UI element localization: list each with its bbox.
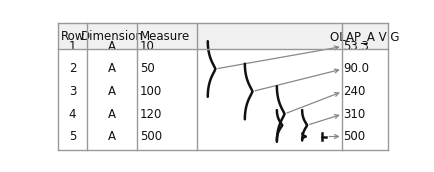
Text: 10: 10 <box>139 40 154 53</box>
Text: 310: 310 <box>343 108 365 121</box>
Text: 90.0: 90.0 <box>343 62 369 76</box>
Bar <box>58 23 387 49</box>
Text: A: A <box>108 85 116 98</box>
Text: A: A <box>108 108 116 121</box>
Text: 240: 240 <box>343 85 365 98</box>
Text: 500: 500 <box>343 130 365 143</box>
Text: 1: 1 <box>69 40 76 53</box>
Text: A: A <box>108 62 116 76</box>
Text: OLAP_A V G: OLAP_A V G <box>329 30 399 43</box>
Text: 2: 2 <box>69 62 76 76</box>
Text: 4: 4 <box>69 108 76 121</box>
Text: 120: 120 <box>139 108 162 121</box>
Text: 50: 50 <box>139 62 154 76</box>
Text: 3: 3 <box>69 85 76 98</box>
Text: 500: 500 <box>139 130 161 143</box>
Text: 5: 5 <box>69 130 76 143</box>
Text: Measure: Measure <box>139 30 190 43</box>
Text: A: A <box>108 40 116 53</box>
Text: 100: 100 <box>139 85 161 98</box>
Text: Dimension: Dimension <box>81 30 143 43</box>
Text: 53.3: 53.3 <box>343 40 368 53</box>
Text: A: A <box>108 130 116 143</box>
Text: Row: Row <box>60 30 85 43</box>
